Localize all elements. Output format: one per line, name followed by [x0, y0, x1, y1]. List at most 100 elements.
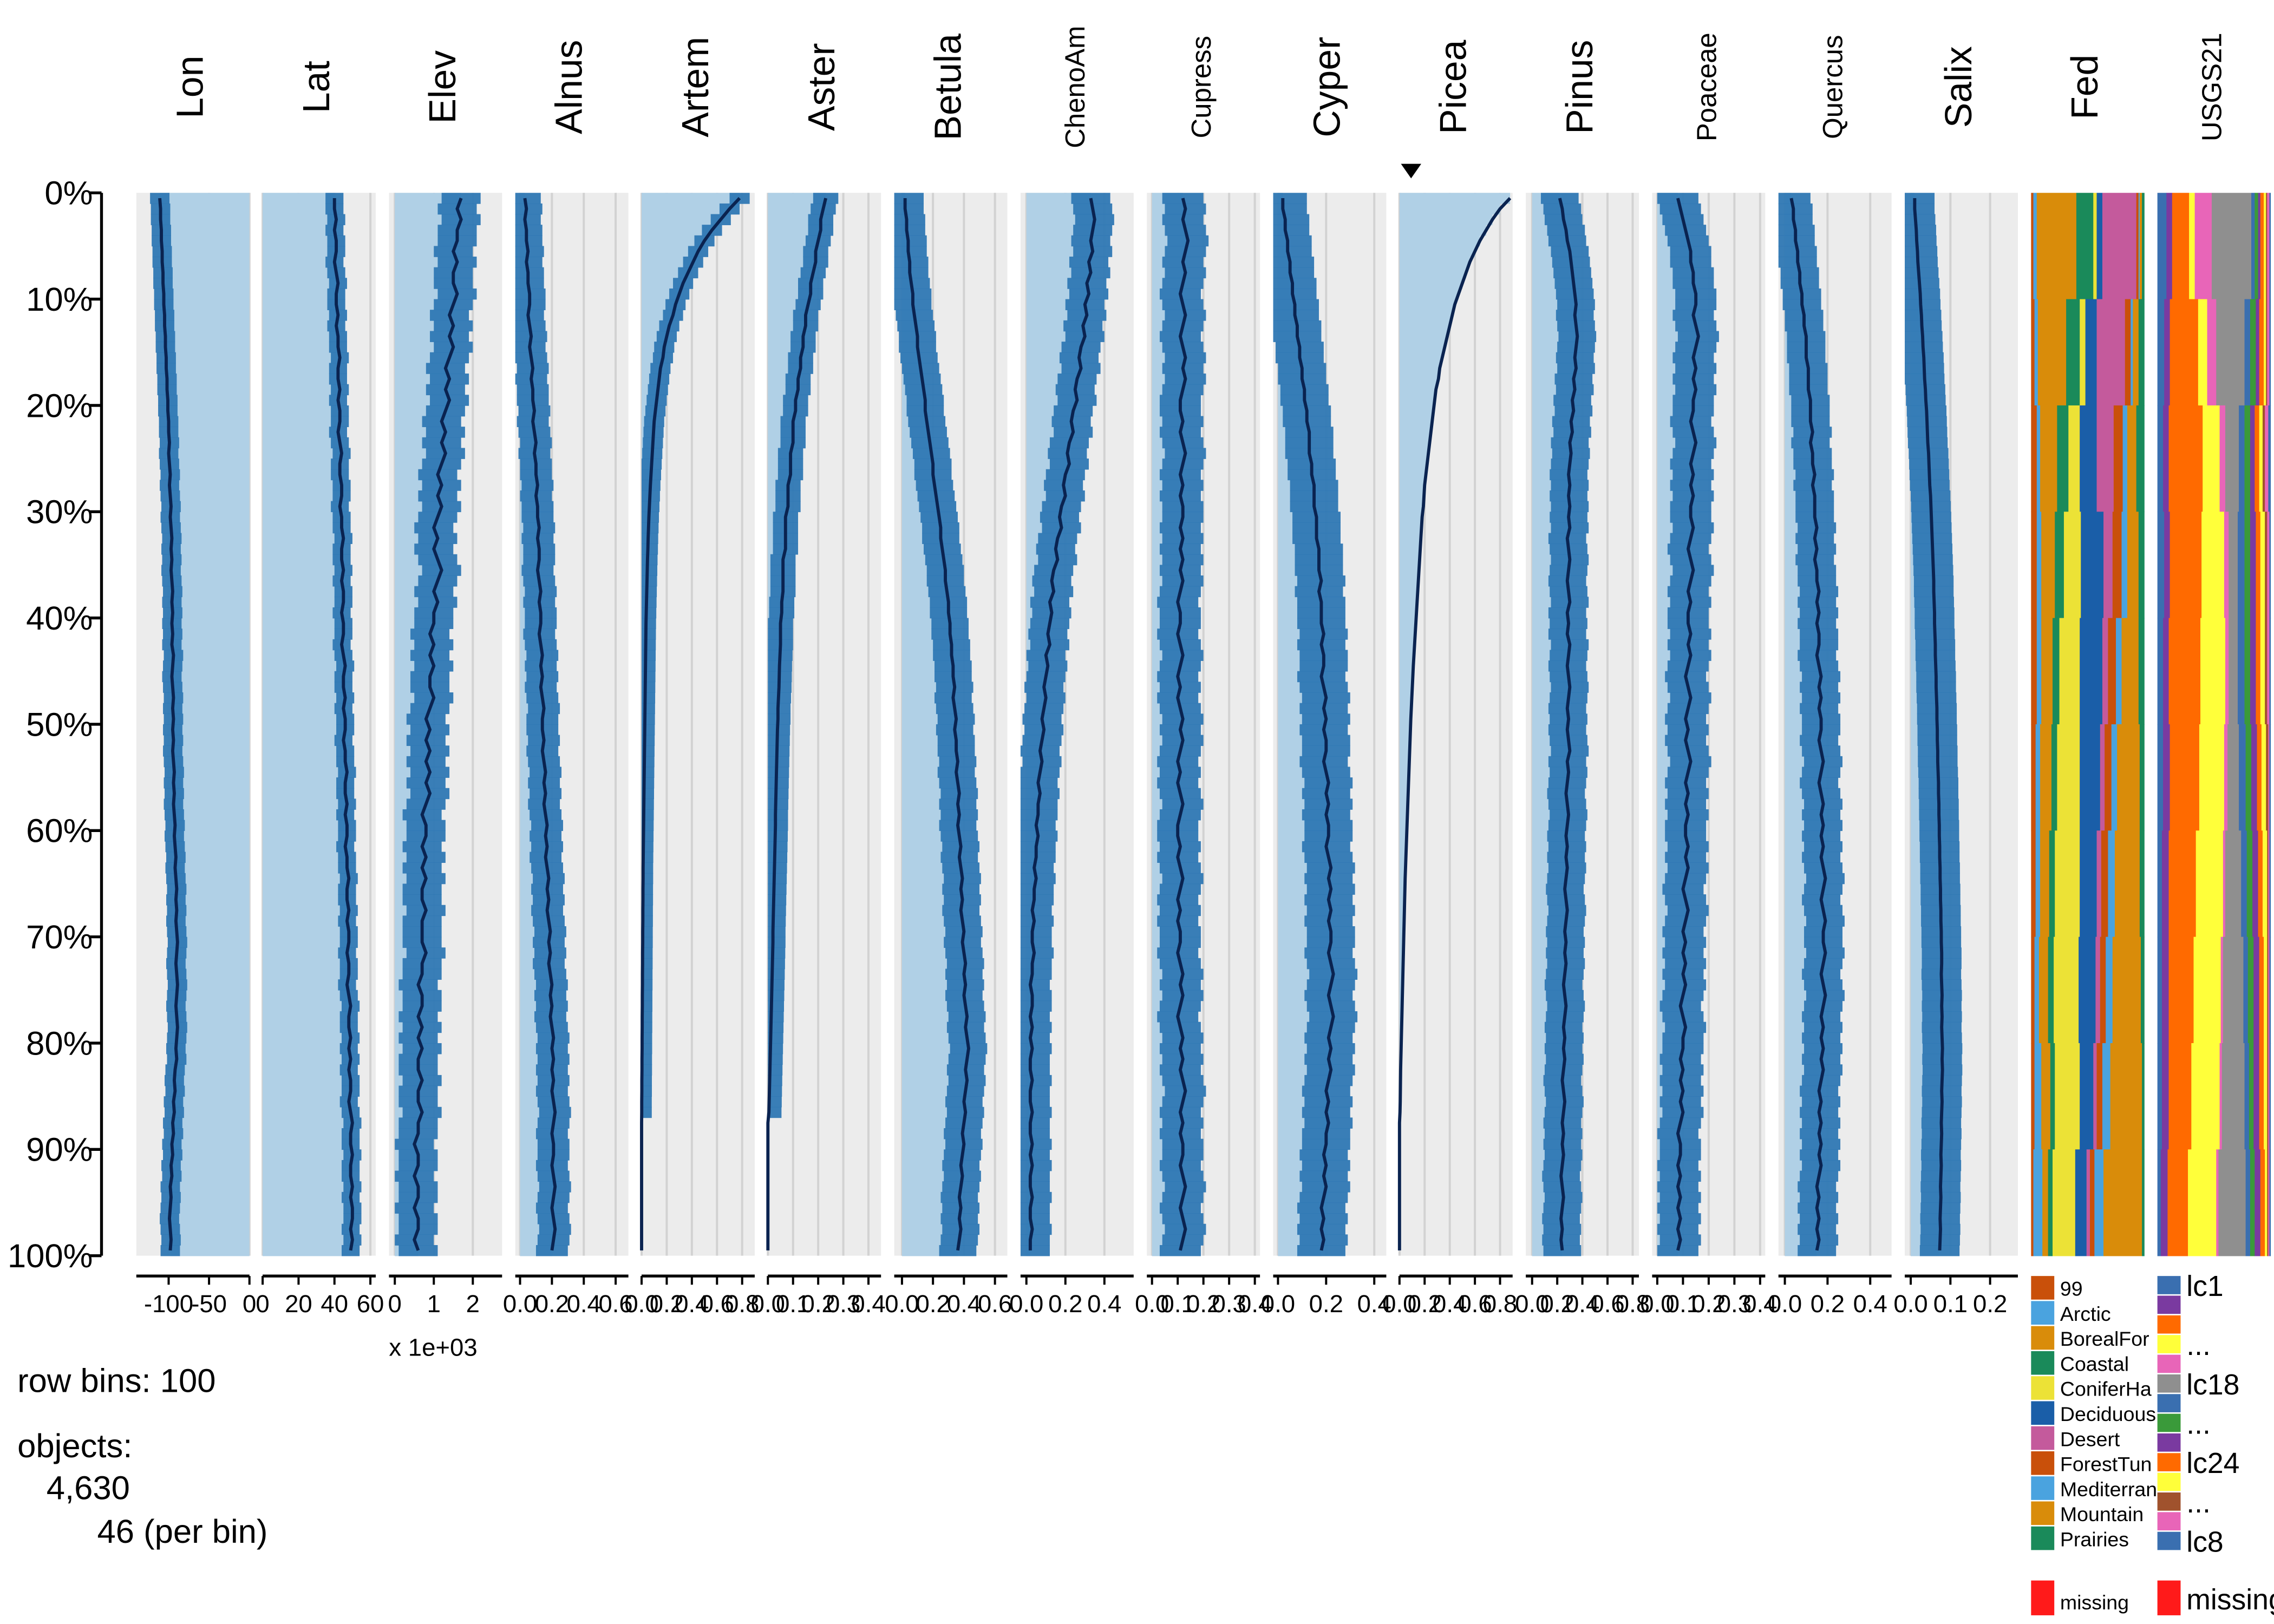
category-segment — [2265, 1149, 2268, 1256]
spread-bar — [894, 246, 927, 257]
category-segment — [2138, 299, 2145, 406]
mean-area — [263, 1149, 352, 1161]
mean-area — [172, 628, 250, 640]
spread-bar — [1159, 1245, 1201, 1256]
mean-area — [263, 533, 344, 544]
mean-area — [1399, 745, 1410, 757]
category-segment — [2170, 299, 2199, 406]
spread-bar — [1273, 214, 1310, 225]
mean-area — [263, 437, 340, 449]
spread-bar — [1020, 1160, 1052, 1171]
x-tick-label: 40 — [321, 1290, 348, 1318]
category-segment — [2096, 299, 2126, 406]
legend-label: Deciduous — [2060, 1403, 2156, 1425]
mean-area — [172, 660, 250, 672]
mean-line — [766, 198, 827, 1250]
mean-area — [768, 214, 821, 225]
category-segment — [2168, 618, 2201, 725]
x-tick-label: 0.2 — [1309, 1290, 1343, 1318]
spread-bar — [1905, 267, 1939, 279]
mean-area — [1399, 713, 1411, 725]
x-tick-label: 0.2 — [801, 1290, 835, 1318]
category-segment — [2038, 937, 2049, 1044]
mean-area — [1399, 788, 1408, 800]
category-segment — [2040, 830, 2050, 938]
legend-label: BorealFor — [2060, 1327, 2149, 1350]
spread-bar — [1020, 873, 1056, 885]
spread-bar — [642, 586, 657, 598]
category-segment — [2080, 405, 2097, 513]
mean-area — [1399, 883, 1405, 895]
mean-area — [173, 692, 250, 704]
mean-area — [263, 894, 347, 906]
category-segment — [2225, 830, 2242, 938]
legend-label: ... — [2186, 1330, 2211, 1361]
mean-area — [1399, 299, 1455, 311]
x-tick-label: 60 — [357, 1290, 384, 1318]
mean-area — [642, 257, 694, 268]
x-tick-label: 0.4 — [1433, 1290, 1467, 1318]
category-segment — [2164, 512, 2171, 619]
mean-area — [263, 958, 349, 970]
x-tick-label: 0.8 — [1616, 1290, 1650, 1318]
spread-bar — [1020, 852, 1056, 863]
legend-swatch — [2031, 1451, 2055, 1475]
category-segment — [2036, 193, 2077, 300]
category-segment — [2264, 193, 2266, 300]
category-segment — [2255, 405, 2260, 513]
spread-bar — [1273, 278, 1317, 289]
mean-area — [1399, 660, 1414, 672]
legend-swatch — [2031, 1426, 2055, 1450]
x-tick-label: 0.2 — [1973, 1290, 2007, 1318]
mean-area — [1399, 235, 1480, 247]
spread-bar — [768, 809, 788, 821]
category-segment — [2172, 193, 2190, 300]
spread-bar — [1020, 926, 1052, 938]
legend-swatch — [2157, 1354, 2181, 1373]
category-segment — [2103, 1149, 2142, 1256]
y-tick-label: 80% — [26, 1025, 93, 1062]
category-segment — [2157, 618, 2164, 725]
mean-area — [175, 820, 250, 831]
spread-bar — [1905, 299, 1941, 311]
legend-swatch — [2157, 1433, 2181, 1452]
mean-area — [167, 395, 250, 406]
mean-area — [174, 809, 250, 821]
mean-area — [166, 363, 250, 374]
category-segment — [2034, 299, 2038, 406]
spread-bar — [1905, 288, 1940, 300]
mean-area — [263, 937, 349, 948]
mean-area — [263, 692, 345, 704]
spread-bar — [768, 777, 789, 789]
mean-area — [177, 990, 250, 1001]
x-tick-label: 0.4 — [1357, 1290, 1391, 1318]
category-segment — [2034, 937, 2040, 1044]
mean-area — [1399, 501, 1423, 513]
category-segment — [2241, 830, 2247, 938]
spread-bar — [894, 193, 924, 204]
x-tick-label: 20 — [285, 1290, 312, 1318]
category-segment — [2037, 299, 2067, 406]
mean-area — [1399, 830, 1407, 842]
mean-area — [263, 448, 342, 459]
column-header: Lon — [169, 56, 211, 119]
category-segment — [2157, 1043, 2162, 1150]
category-segment — [2057, 405, 2069, 513]
category-segment — [2055, 1043, 2080, 1150]
category-segment — [2055, 830, 2080, 938]
column-header: Quercus — [1818, 35, 1848, 139]
category-segment — [2168, 1043, 2192, 1150]
x-tick-label: 0.0 — [1261, 1290, 1295, 1318]
mean-area — [172, 1170, 250, 1182]
category-segment — [2199, 724, 2225, 831]
mean-area — [1399, 395, 1435, 406]
category-segment — [2093, 1043, 2097, 1150]
mean-area — [173, 735, 250, 746]
spread-bar — [768, 1106, 782, 1118]
mean-area — [263, 1213, 352, 1224]
mean-area — [171, 501, 250, 513]
mean-area — [263, 597, 344, 608]
mean-area — [263, 1138, 351, 1150]
mean-area — [263, 405, 340, 417]
